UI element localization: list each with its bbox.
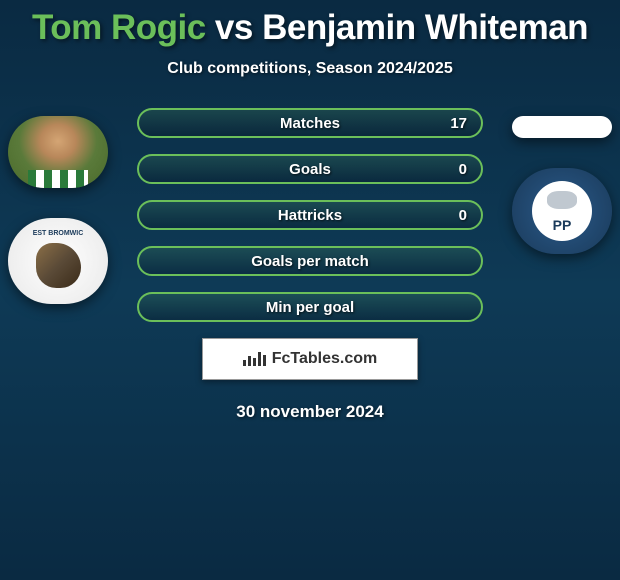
- club1-text-top: EST BROMWIC: [8, 230, 108, 237]
- stat-row-goals: Goals 0: [137, 154, 483, 184]
- stat-label: Goals per match: [139, 253, 481, 270]
- player1-club-badge: EST BROMWIC: [8, 218, 108, 304]
- stat-row-goals-per-match: Goals per match: [137, 246, 483, 276]
- fctables-logo[interactable]: FcTables.com: [202, 338, 418, 380]
- player1-avatar: [8, 116, 108, 188]
- date-text: 30 november 2024: [137, 402, 483, 422]
- stat-label: Matches: [139, 115, 481, 132]
- player1-name: Tom Rogic: [32, 8, 206, 47]
- stat-row-matches: Matches 17: [137, 108, 483, 138]
- right-avatars: PP: [512, 116, 612, 254]
- chart-icon: [243, 352, 266, 366]
- vs-label: vs: [215, 8, 253, 47]
- left-avatars: EST BROMWIC: [8, 116, 108, 304]
- stat-row-min-per-goal: Min per goal: [137, 292, 483, 322]
- stat-right-value: 17: [450, 115, 467, 132]
- stat-label: Goals: [139, 161, 481, 178]
- player2-avatar: [512, 116, 612, 138]
- subtitle: Club competitions, Season 2024/2025: [0, 60, 620, 78]
- player2-club-badge: PP: [512, 168, 612, 254]
- stat-right-value: 0: [459, 207, 467, 224]
- stat-label: Min per goal: [139, 299, 481, 316]
- club1-bird-icon: [36, 243, 81, 288]
- content-area: EST BROMWIC PP Matches 17 Goals 0 Hattri…: [0, 108, 620, 422]
- stat-label: Hattricks: [139, 207, 481, 224]
- club2-inner: PP: [532, 181, 592, 241]
- club2-short: PP: [553, 217, 572, 233]
- stat-right-value: 0: [459, 161, 467, 178]
- logo-text: FcTables.com: [272, 350, 378, 368]
- stats-list: Matches 17 Goals 0 Hattricks 0 Goals per…: [137, 108, 483, 422]
- comparison-title: Tom Rogic vs Benjamin Whiteman: [0, 0, 620, 48]
- player2-name: Benjamin Whiteman: [262, 8, 588, 47]
- stat-row-hattricks: Hattricks 0: [137, 200, 483, 230]
